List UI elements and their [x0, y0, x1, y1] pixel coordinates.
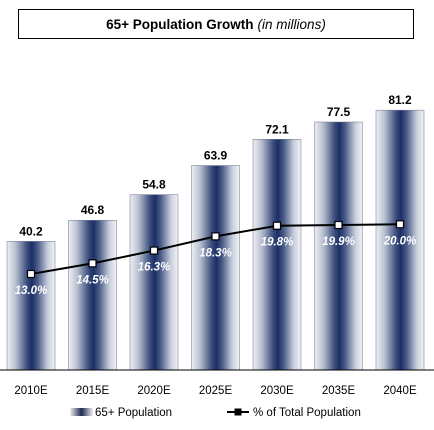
percent-label: 19.8%: [261, 237, 294, 249]
percent-marker: [334, 220, 343, 230]
labels-layer: 40.2 46.8 54.8 63.9 72.1 77.5 81.2 13.0% 14.5% 16…: [15, 93, 417, 297]
bar-value-label: 81.2: [388, 93, 412, 107]
percent-label: 20.0%: [383, 235, 417, 247]
x-tick-label: 2020E: [137, 385, 171, 397]
line-layer: [26, 220, 405, 279]
percent-marker: [272, 221, 282, 230]
percent-label: 16.3%: [138, 262, 171, 274]
bar-2010E: [6, 241, 56, 371]
chart-subtitle-text: in millions: [262, 16, 322, 32]
legend-swatch-marker: [234, 408, 242, 416]
percent-label: 19.9%: [322, 236, 355, 248]
x-tick-label: 2030E: [260, 385, 294, 397]
percent-label: 18.3%: [199, 247, 232, 259]
bar-2040E: [375, 109, 425, 371]
x-tick-label: 2040E: [383, 385, 417, 397]
percent-marker: [149, 246, 159, 255]
x-tick-label: 2035E: [322, 385, 356, 397]
legend-label-bar: 65+ Population: [95, 407, 172, 419]
chart-subtitle: (in millions): [257, 16, 326, 32]
x-tick-label: 2015E: [76, 385, 110, 397]
percent-marker: [395, 220, 405, 229]
bar-2025E: [191, 165, 240, 371]
bar-value-label: 63.9: [204, 149, 228, 163]
bar-2020E: [129, 194, 179, 371]
chart-title-box: 65+ Population Growth (in millions): [18, 9, 414, 39]
percent-marker: [211, 232, 220, 241]
percent-label: 13.0%: [15, 285, 48, 297]
bar-2030E: [252, 139, 302, 371]
x-tick-label: 2010E: [14, 385, 48, 397]
x-tick-label: 2025E: [199, 385, 233, 397]
bar-value-label: 40.2: [19, 224, 43, 238]
bar-value-label: 46.8: [81, 203, 105, 217]
percent-label: 14.5%: [76, 274, 109, 286]
legend: 65+ Population % of Total Population: [70, 407, 361, 419]
bar-2015E: [68, 219, 117, 371]
bar-2035E: [314, 121, 363, 371]
bar-value-label: 54.8: [142, 178, 166, 192]
percent-marker: [88, 259, 97, 268]
legend-swatch-bar: [70, 408, 93, 416]
x-ticks-layer: 2010E 2015E 2020E 2025E 2030E 2035E 2040E: [14, 385, 417, 397]
bar-value-label: 77.5: [327, 105, 351, 119]
legend-label-line: % of Total Population: [253, 407, 361, 419]
chart-title: 65+ Population Growth: [106, 16, 254, 32]
bar-value-label: 72.1: [265, 122, 289, 136]
percent-marker: [26, 269, 36, 279]
bars-layer: [6, 109, 425, 371]
